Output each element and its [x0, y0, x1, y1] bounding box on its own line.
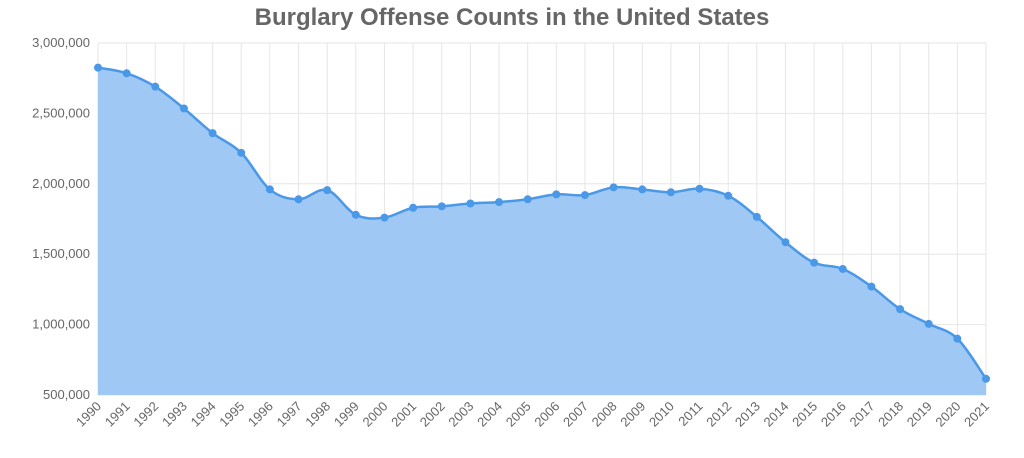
- data-point: [695, 184, 704, 193]
- chart-title: Burglary Offense Counts in the United St…: [254, 4, 770, 31]
- data-point: [638, 185, 647, 194]
- points-layer: [94, 63, 990, 383]
- data-point: [609, 183, 618, 192]
- x-tick-label: 2017: [846, 399, 877, 430]
- data-point: [151, 82, 160, 91]
- x-axis: 1990199119921993199419951996199719981999…: [73, 399, 992, 430]
- x-tick-label: 2005: [503, 399, 534, 430]
- data-point: [495, 198, 504, 207]
- y-tick-label: 2,500,000: [32, 105, 90, 120]
- data-point: [896, 305, 905, 314]
- x-tick-label: 1995: [216, 399, 247, 430]
- data-point: [122, 69, 131, 78]
- x-tick-label: 2015: [789, 399, 820, 430]
- x-tick-label: 2019: [904, 399, 935, 430]
- x-tick-label: 2016: [818, 399, 849, 430]
- x-tick-label: 2012: [703, 399, 734, 430]
- data-point: [179, 104, 188, 113]
- data-point: [552, 190, 561, 199]
- y-tick-label: 1,500,000: [32, 246, 90, 261]
- y-tick-label: 500,000: [43, 387, 90, 402]
- x-tick-label: 1994: [188, 399, 219, 430]
- x-tick-label: 2000: [360, 399, 391, 430]
- data-point: [953, 334, 962, 343]
- x-tick-label: 2011: [675, 399, 705, 429]
- data-point: [752, 212, 761, 221]
- x-tick-label: 1996: [245, 399, 276, 430]
- data-point: [409, 203, 418, 212]
- x-tick-label: 1998: [302, 399, 333, 430]
- series-area: [98, 67, 986, 395]
- data-point: [294, 195, 303, 204]
- x-tick-label: 2007: [560, 399, 591, 430]
- y-axis: 500,000 1,000,000 1,500,000 2,000,000 2,500,…: [32, 35, 90, 402]
- x-tick-label: 1990: [73, 399, 104, 430]
- x-tick-label: 2010: [646, 399, 677, 430]
- data-point: [94, 63, 102, 72]
- x-tick-label: 2006: [531, 399, 562, 430]
- data-point: [265, 185, 274, 194]
- data-point: [351, 210, 360, 219]
- x-tick-label: 2018: [875, 399, 906, 430]
- x-tick-label: 2002: [417, 399, 448, 430]
- data-point: [924, 319, 933, 328]
- x-tick-label: 2009: [617, 399, 648, 430]
- data-point: [982, 374, 990, 383]
- data-point: [838, 264, 847, 273]
- data-point: [323, 186, 332, 195]
- x-tick-label: 2021: [961, 399, 992, 430]
- x-tick-label: 1991: [102, 399, 133, 430]
- data-point: [867, 282, 876, 291]
- x-tick-label: 2001: [388, 399, 419, 430]
- x-tick-label: 2013: [732, 399, 763, 430]
- data-point: [466, 199, 475, 208]
- data-point: [208, 129, 217, 138]
- data-point: [237, 148, 246, 157]
- x-tick-label: 2014: [761, 399, 792, 430]
- y-tick-label: 2,000,000: [32, 176, 90, 191]
- x-tick-label: 2008: [589, 399, 620, 430]
- data-point: [781, 238, 790, 247]
- area-layer: [97, 66, 988, 395]
- data-point: [380, 213, 389, 222]
- x-tick-label: 2004: [474, 399, 505, 430]
- data-point: [724, 191, 733, 200]
- x-tick-label: 1992: [130, 399, 161, 430]
- data-point: [666, 188, 675, 197]
- x-tick-label: 1997: [274, 399, 305, 430]
- x-tick-label: 1999: [331, 399, 362, 430]
- y-tick-label: 3,000,000: [32, 35, 90, 50]
- data-point: [580, 191, 589, 200]
- x-tick-label: 2020: [932, 399, 963, 430]
- data-point: [810, 258, 819, 267]
- x-tick-label: 1993: [159, 399, 190, 430]
- data-point: [523, 195, 532, 204]
- data-point: [437, 202, 446, 211]
- x-tick-label: 2003: [445, 399, 476, 430]
- y-tick-label: 1,000,000: [32, 317, 90, 332]
